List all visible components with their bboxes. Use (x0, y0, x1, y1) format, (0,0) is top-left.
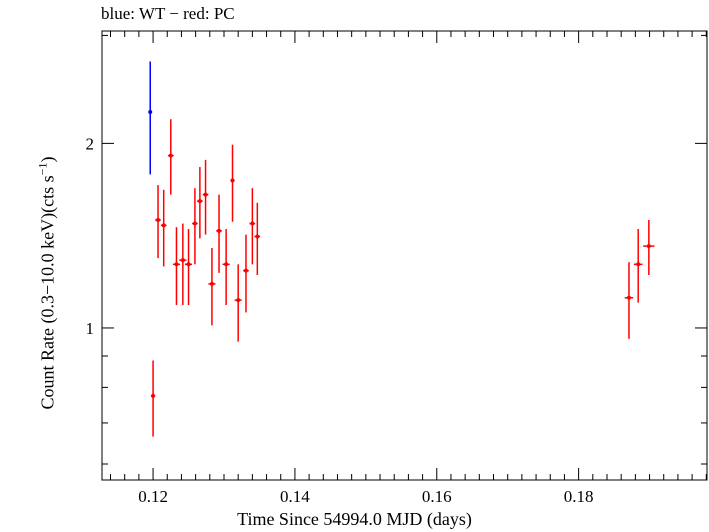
point-marker (203, 192, 208, 197)
data-point (633, 229, 643, 303)
plot-frame (101, 30, 708, 481)
data-point (254, 202, 261, 276)
point-marker (243, 268, 248, 273)
data-points (148, 61, 655, 437)
data-point (192, 188, 198, 265)
data-point (150, 360, 156, 437)
point-marker (161, 223, 166, 228)
point-marker (148, 110, 153, 115)
data-point (155, 185, 161, 259)
point-marker (156, 217, 161, 222)
y-axis-label: Count Rate (0.3−10.0 keV)(cts s−1) (35, 156, 58, 410)
axis-ticks (102, 31, 707, 480)
data-point (197, 167, 203, 239)
x-tick-label: 0.18 (564, 487, 594, 506)
data-point (179, 223, 187, 306)
axis-tick-labels: 0.12 0.14 0.16 0.18 1 2 (86, 134, 594, 506)
x-tick-label: 0.16 (422, 487, 452, 506)
x-axis-label: Time Since 54994.0 MJD (days) (237, 509, 472, 529)
point-marker (255, 234, 260, 239)
y-tick-label: 1 (86, 319, 95, 338)
data-point (222, 229, 230, 306)
data-point (230, 144, 235, 222)
data-point (216, 194, 222, 273)
point-marker (230, 178, 235, 183)
point-marker (174, 262, 179, 267)
data-point (234, 264, 242, 342)
point-marker (168, 153, 173, 158)
x-tick-label: 0.14 (280, 487, 310, 506)
point-marker (646, 244, 651, 249)
data-point (643, 219, 655, 276)
data-point (160, 189, 167, 267)
x-tick-label: 0.12 (138, 487, 168, 506)
point-marker (209, 281, 214, 286)
data-point (624, 262, 634, 339)
data-point (172, 227, 181, 306)
point-marker (250, 221, 255, 226)
data-point (148, 61, 153, 175)
data-point (249, 188, 256, 265)
point-marker (151, 393, 156, 398)
point-marker (197, 199, 202, 204)
point-marker (224, 262, 229, 267)
point-marker (180, 258, 185, 263)
data-point (202, 159, 209, 235)
chart-title: blue: WT − red: PC (101, 4, 235, 23)
point-marker (236, 298, 241, 303)
point-marker (217, 228, 222, 233)
point-marker (192, 221, 197, 226)
data-point (184, 229, 193, 306)
point-marker (636, 262, 641, 267)
point-marker (186, 262, 191, 267)
data-point (208, 248, 216, 326)
y-tick-label: 2 (86, 134, 95, 153)
data-point (167, 119, 174, 195)
data-point (243, 234, 249, 313)
point-marker (626, 295, 631, 300)
